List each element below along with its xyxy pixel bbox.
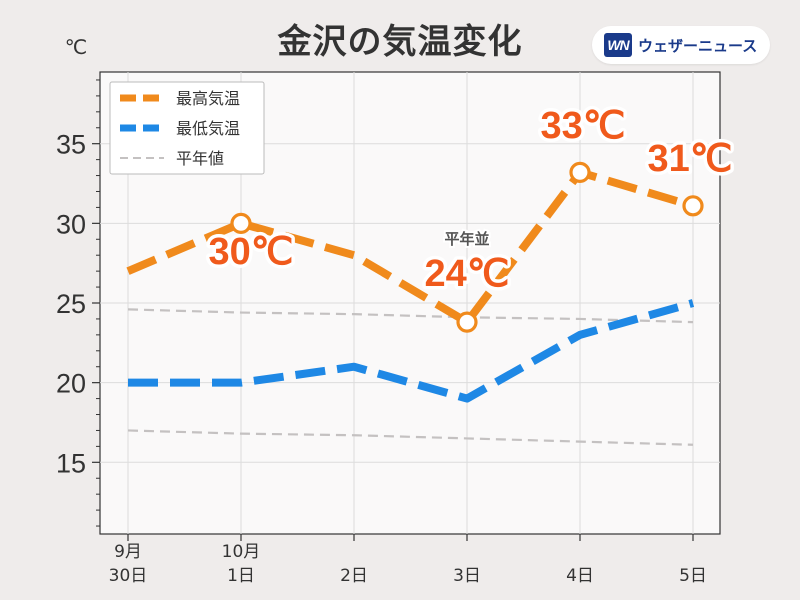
- x-tick-label-day: 1日: [227, 566, 255, 586]
- x-tick-label-day: 2日: [340, 566, 368, 586]
- data-label-note: 平年並: [444, 230, 489, 248]
- highlight-point: [569, 161, 591, 183]
- x-tick-label-month: 10月: [222, 542, 261, 562]
- x-tick-label-day: 4日: [566, 566, 594, 586]
- y-axis-unit-label: ℃: [65, 35, 87, 59]
- y-tick-label: 20: [56, 369, 86, 399]
- data-label-max-temp: 24℃: [425, 253, 510, 295]
- legend-label: 最低気温: [176, 119, 240, 138]
- highlight-point: [682, 195, 704, 217]
- series-line-最高気温: [126, 168, 695, 327]
- highlight-point: [230, 212, 252, 234]
- chart-title: 金沢の気温変化: [277, 22, 523, 62]
- x-tick-label-day: 3日: [453, 566, 481, 586]
- x-tick-label-day: 5日: [679, 566, 707, 586]
- data-label-max-temp: 31℃: [648, 138, 733, 180]
- legend-label: 最高気温: [176, 89, 240, 108]
- series-line-最低気温: [128, 299, 695, 403]
- weathernews-logo-text: ウェザーニュース: [638, 37, 758, 55]
- y-tick-label: 25: [56, 289, 86, 319]
- weathernews-logo: WN ウェザーニュース: [592, 26, 770, 64]
- weathernews-logo-icon: WN: [604, 33, 632, 57]
- legend-box: [109, 81, 265, 175]
- y-tick-label: 30: [56, 209, 86, 239]
- data-label-max-temp: 30℃: [209, 231, 294, 273]
- legend-label: 平年値: [176, 149, 224, 168]
- y-tick-label: 15: [56, 448, 86, 478]
- y-tick-label: 35: [56, 130, 86, 160]
- series-line-平年値: [127, 308, 694, 324]
- x-tick-label-day: 30日: [109, 566, 148, 586]
- data-label-max-temp: 33℃: [541, 105, 626, 147]
- series-line-normal-low: [127, 429, 694, 446]
- highlight-point: [456, 311, 478, 333]
- x-tick-label-month: 9月: [114, 542, 142, 562]
